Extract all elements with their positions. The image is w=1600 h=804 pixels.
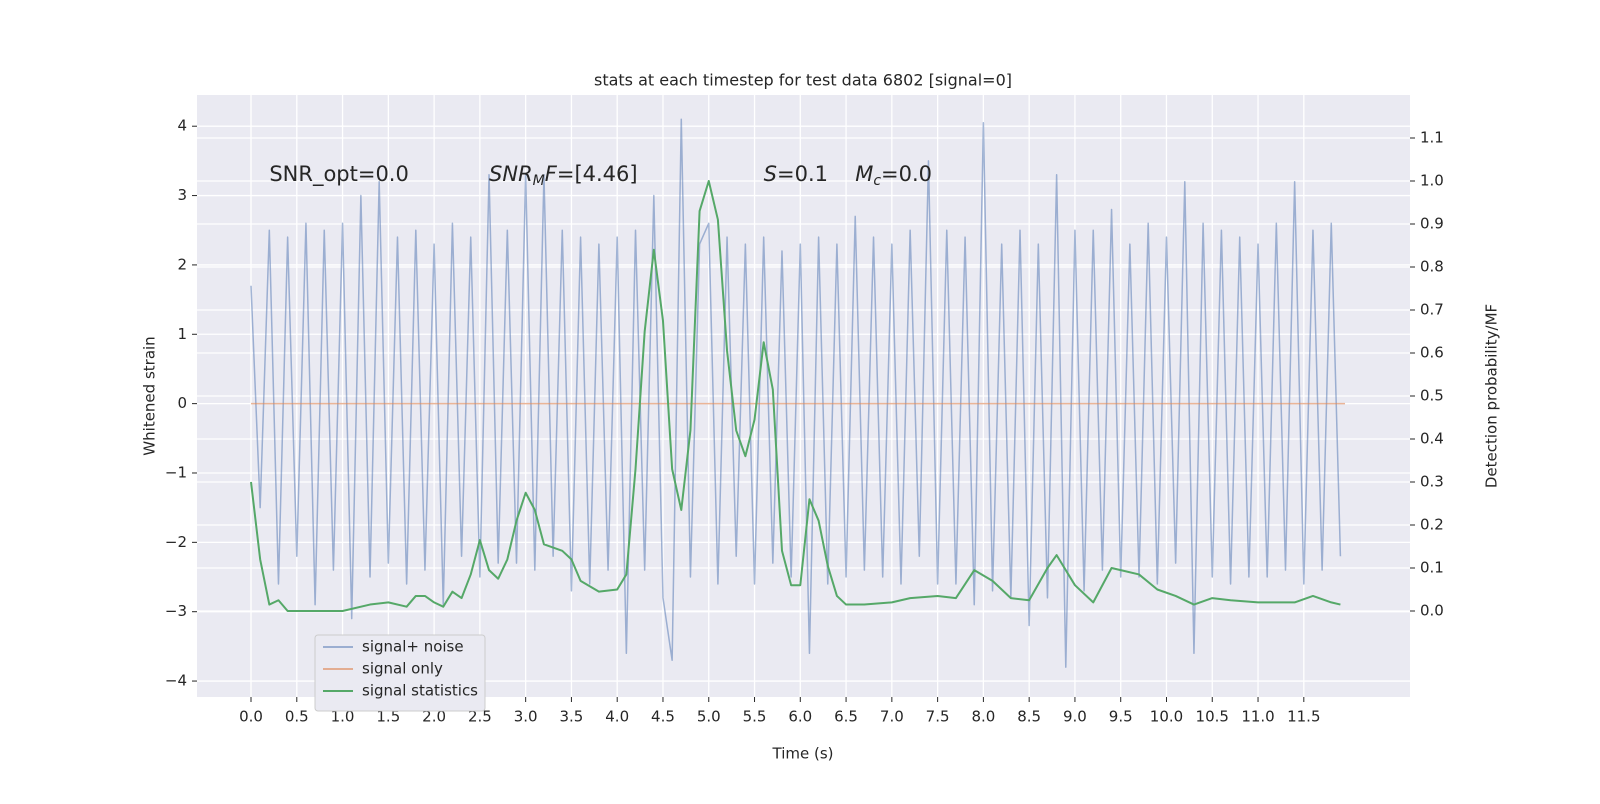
x-tick-label: 0.5	[285, 708, 309, 726]
y2-tick-label: 0.0	[1420, 602, 1444, 620]
x-tick-label: 8.5	[1017, 708, 1041, 726]
y2-tick-label: 1.1	[1420, 129, 1444, 147]
legend-label: signal statistics	[362, 682, 478, 700]
x-tick-label: 4.5	[651, 708, 675, 726]
x-tick-label: 5.5	[743, 708, 767, 726]
annotation-part: M	[855, 162, 873, 186]
y-tick-label: 1	[177, 325, 187, 343]
y-tick-label: −4	[165, 672, 187, 690]
y2-tick-label: 0.1	[1420, 559, 1444, 577]
x-tick-label: 6.5	[834, 708, 858, 726]
legend-box	[314, 634, 486, 712]
y2-tick-label: 0.4	[1420, 430, 1444, 448]
x-tick-label: 11.0	[1241, 708, 1274, 726]
x-tick-label: 1.5	[376, 708, 400, 726]
y-tick-label: 3	[177, 186, 187, 204]
x-tick-label: 3.0	[514, 708, 538, 726]
y2-tick-label: 0.5	[1420, 387, 1444, 405]
x-tick-label: 2.0	[422, 708, 446, 726]
annotation-part: =0.0	[881, 162, 932, 186]
y2-tick-label: 0.9	[1420, 215, 1444, 233]
y-axis-label: Whitened strain	[141, 336, 159, 455]
x-tick-label: 4.0	[605, 708, 629, 726]
y-tick-label: −3	[165, 602, 187, 620]
y2-tick-label: 0.3	[1420, 473, 1444, 491]
x-tick-label: 3.5	[559, 708, 583, 726]
annotation-part: S	[764, 162, 777, 186]
series-line	[250, 118, 1342, 668]
annotation: SNR_opt=0.0	[269, 162, 409, 187]
annotation-part: M	[533, 173, 545, 189]
x-tick-label: 5.0	[697, 708, 721, 726]
y2-tick-label: 1.0	[1420, 172, 1444, 190]
x-tick-label: 9.0	[1063, 708, 1087, 726]
legend-label: signal only	[362, 660, 443, 678]
x-tick-label: 9.5	[1109, 708, 1133, 726]
legend-label: signal+ noise	[362, 638, 464, 656]
annotation-part: =0.1	[777, 162, 828, 186]
x-tick-label: 7.0	[880, 708, 904, 726]
x-tick-label: 0.0	[239, 708, 263, 726]
series-line	[250, 180, 1341, 612]
y2-tick-label: 0.6	[1420, 344, 1444, 362]
y-tick-label: −1	[165, 463, 187, 481]
x-tick-label: 7.5	[926, 708, 950, 726]
x-tick-label: 10.0	[1150, 708, 1183, 726]
x-tick-label: 2.5	[468, 708, 492, 726]
annotation-part: c	[873, 173, 881, 189]
y2-axis-label: Detection probability/MF	[1483, 304, 1501, 488]
annotation-part: SNR	[489, 162, 533, 186]
y2-tick-label: 0.8	[1420, 258, 1444, 276]
y-tick-label: 2	[177, 255, 187, 273]
annotation-part: F	[545, 162, 558, 186]
annotation: SNRMF=[4.46]	[489, 162, 638, 189]
x-tick-label: 11.5	[1287, 708, 1320, 726]
annotation-part: SNR_opt=0.0	[269, 162, 409, 187]
y-tick-label: 4	[177, 117, 187, 135]
annotation: Mc=0.0	[855, 162, 932, 189]
annotation-part: =[4.46]	[557, 162, 638, 186]
y2-tick-label: 0.7	[1420, 301, 1444, 319]
annotation: S=0.1	[764, 162, 828, 186]
y-tick-label: −2	[165, 533, 187, 551]
chart-title: stats at each timestep for test data 680…	[594, 71, 1012, 90]
y-tick-label: 0	[177, 394, 187, 412]
grid	[197, 95, 1410, 697]
y2-tick-label: 0.2	[1420, 516, 1444, 534]
x-tick-label: 8.0	[971, 708, 995, 726]
x-tick-label: 1.0	[331, 708, 355, 726]
x-axis-label: Time (s)	[772, 745, 834, 763]
x-tick-label: 6.0	[788, 708, 812, 726]
x-tick-label: 10.5	[1196, 708, 1229, 726]
